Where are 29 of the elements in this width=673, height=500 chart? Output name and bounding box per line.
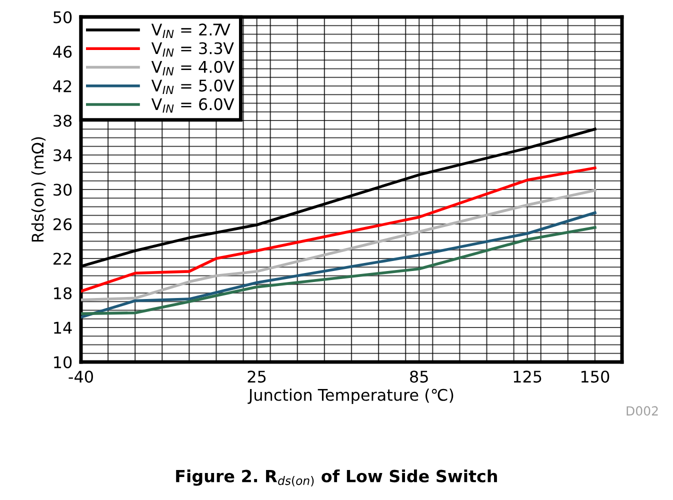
x-tick-label: 125 [514, 370, 542, 383]
line-series [81, 226, 596, 316]
legend-label: V$_{IN}$ = 3.3V [151, 42, 234, 57]
legend-label: V$_{IN}$ = 4.0V [151, 60, 234, 76]
legend-label: V$_{IN}$ = 6.0V [151, 98, 234, 113]
x-axis-title: Junction Temperature (℃) [248, 388, 454, 404]
y-tick-label: 42 [53, 80, 72, 92]
y-tick-label: 22 [54, 252, 72, 265]
line-series [81, 188, 596, 302]
y-tick-label: 26 [54, 218, 72, 230]
text: Figure 2. R$_{ds(on)}$ of Low Side Switch [176, 470, 497, 486]
y-tick-label: 46 [53, 46, 72, 58]
y-tick-label: 34 [54, 149, 72, 162]
legend-label: V$_{IN}$ = 5.0V [151, 80, 234, 94]
y-tick-label: 18 [54, 287, 72, 300]
y-tick-label: 50 [54, 11, 72, 24]
x-tick-label: 85 [410, 370, 428, 383]
legend-label: V$_{IN}$ = 2.7V [151, 24, 230, 38]
y-tick-label: 10 [54, 356, 72, 368]
y-tick-label: 30 [54, 184, 72, 196]
line-series [81, 166, 596, 293]
x-tick-label: 25 [248, 370, 266, 383]
x-tick-label: 150 [581, 370, 610, 383]
text: D002 [626, 406, 658, 416]
y-tick-label: 14 [54, 322, 72, 334]
x-tick-label: -40 [68, 370, 93, 383]
line-series [81, 211, 596, 319]
y-tick-label: 38 [54, 114, 72, 127]
y-axis-title: Rds(on) (mΩ) [31, 137, 46, 242]
